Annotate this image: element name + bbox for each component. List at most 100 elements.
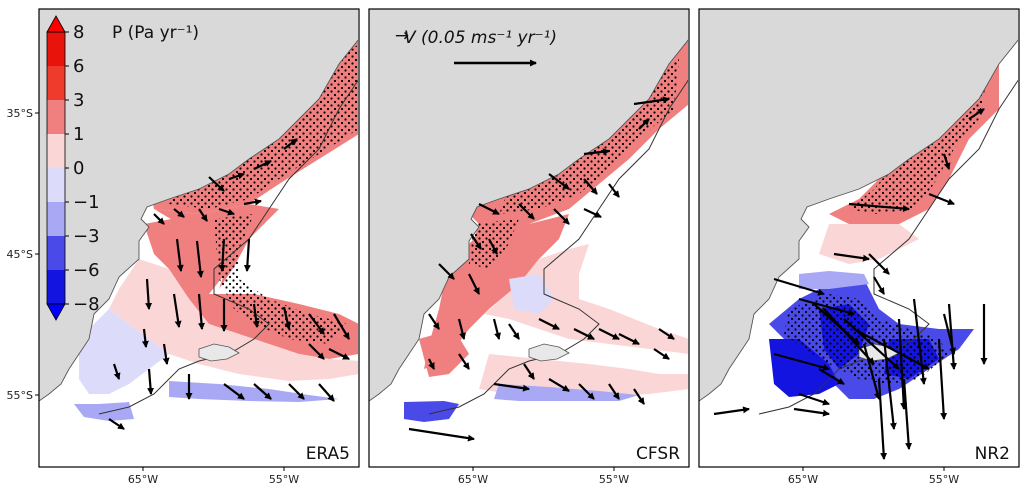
trend-vector — [218, 207, 235, 216]
trend-vector — [868, 253, 890, 275]
map-panel-nr2 — [699, 9, 1018, 467]
colorbar-segment — [47, 134, 65, 168]
trend-vector — [428, 358, 435, 370]
coastline — [699, 39, 1018, 402]
trend-vector — [253, 383, 272, 400]
trend-vector — [578, 383, 595, 400]
ytick-label: 45°S — [7, 248, 33, 261]
trend-vector — [798, 297, 855, 316]
isobath — [758, 79, 1018, 415]
trend-vector — [223, 383, 245, 400]
xtick-label: 55°W — [929, 473, 959, 486]
trend-vector — [228, 172, 245, 181]
vector-key-symbol: → — [395, 26, 409, 46]
pressure-trend-shading — [799, 271, 869, 289]
pressure-trend-shading — [74, 402, 134, 421]
trend-vector — [882, 338, 897, 430]
xtick-label: 65°W — [458, 473, 488, 486]
trend-vector — [508, 323, 520, 340]
trend-vector — [458, 353, 470, 370]
trend-vector — [873, 276, 885, 295]
trend-vector — [283, 138, 298, 150]
trend-vector — [833, 252, 870, 262]
trend-vector — [288, 383, 305, 400]
coastline — [39, 39, 358, 402]
trend-vector — [112, 363, 121, 380]
pressure-trend-shading — [769, 339, 839, 397]
land — [39, 9, 358, 401]
trend-vector — [638, 118, 650, 130]
panel-title-nr2: NR2 — [975, 444, 1010, 464]
trend-vector — [713, 406, 750, 416]
trend-vector — [942, 153, 951, 170]
trend-vector — [153, 213, 165, 225]
panel-title-era5: ERA5 — [306, 444, 350, 464]
map-panel-cfsr — [369, 9, 688, 467]
trend-vector — [862, 343, 881, 400]
trend-vector — [478, 203, 500, 215]
colorbar-segment — [47, 100, 65, 134]
significance-stippling — [214, 214, 349, 344]
trend-vector — [253, 160, 272, 170]
trend-vector — [282, 306, 292, 330]
colorbar-segment — [47, 168, 65, 202]
trend-vector — [968, 108, 985, 120]
trend-vector — [318, 383, 335, 402]
colorbar-tick-label: −3 — [73, 226, 100, 247]
colorbar-tick-label: 0 — [73, 158, 84, 179]
xtick-label: 65°W — [128, 473, 158, 486]
trend-vector — [197, 293, 205, 330]
trend-vector — [252, 303, 260, 328]
panel-title-cfsr: CFSR — [636, 444, 680, 464]
ytick-label: 55°S — [7, 389, 33, 402]
trend-vector — [428, 313, 440, 330]
trend-vector — [877, 378, 888, 460]
pressure-trend-shading — [109, 259, 358, 381]
colorbar-segment — [47, 270, 65, 304]
coastline — [369, 39, 688, 402]
trend-vector — [633, 388, 645, 405]
trend-vector — [823, 308, 875, 365]
trend-vector — [773, 277, 825, 296]
trend-vector — [583, 208, 602, 218]
pressure-trend-shading — [509, 274, 554, 314]
trend-vector — [618, 333, 640, 345]
pressure-trend-shading — [484, 244, 688, 354]
trend-vector — [798, 392, 830, 406]
trend-vector — [773, 352, 830, 371]
trend-vector — [308, 343, 325, 360]
trend-vector — [308, 313, 325, 335]
trend-vector — [493, 382, 530, 392]
trend-vector — [608, 383, 620, 400]
trend-vector — [523, 363, 535, 380]
pressure-trend-shading — [819, 224, 919, 264]
colorbar-tick-label: 8 — [73, 22, 84, 43]
trend-vector — [653, 348, 670, 360]
trend-vector — [198, 208, 208, 222]
trend-vector — [218, 238, 226, 272]
colorbar-tick-label: 6 — [73, 56, 84, 77]
colorbar-label: P (Pa yr⁻¹) — [112, 23, 199, 43]
trend-vector — [243, 198, 262, 206]
trend-vector — [818, 368, 845, 385]
trend-vector — [488, 238, 498, 255]
trend-vector — [843, 318, 900, 370]
trend-vector — [457, 318, 466, 340]
map-panel-era5 — [39, 9, 358, 467]
panel-frame — [368, 8, 690, 468]
trend-vector — [897, 318, 908, 410]
trend-vector — [328, 348, 350, 360]
ytick-label: 35°S — [7, 107, 33, 120]
trend-vector — [147, 368, 155, 395]
land — [699, 9, 1018, 401]
panel-frame — [698, 8, 1020, 468]
falkland-islands — [198, 343, 240, 362]
trend-vector — [598, 328, 620, 340]
trend-vector — [658, 328, 675, 340]
land — [369, 9, 688, 401]
trend-vector — [583, 148, 610, 156]
trend-vector — [573, 328, 595, 340]
trend-vector — [853, 328, 930, 370]
trend-vector — [173, 208, 185, 218]
trend-vector — [408, 427, 475, 442]
